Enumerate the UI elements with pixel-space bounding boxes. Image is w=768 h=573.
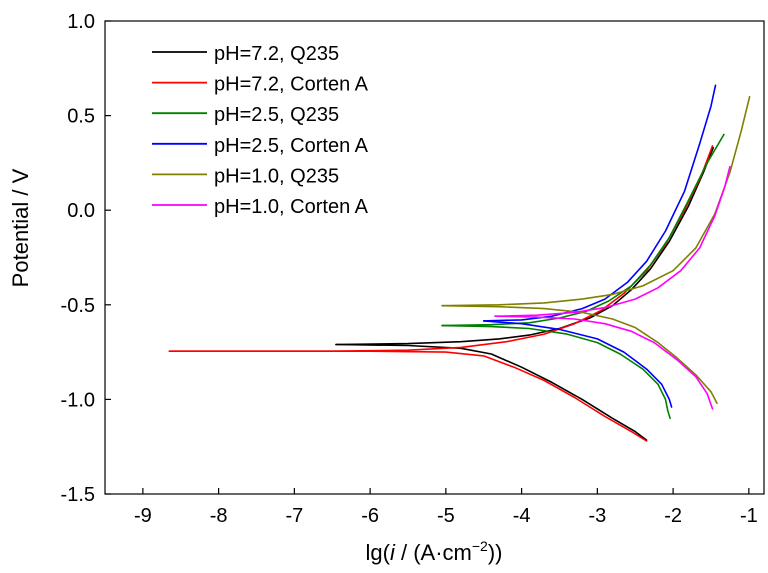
- y-tick-label: -0.5: [61, 295, 95, 317]
- legend-label-ph-1-0-q235: pH=1.0, Q235: [214, 165, 339, 187]
- y-tick-label: 0.0: [67, 200, 95, 222]
- ticks-layer: -9 -8 -7 -6 -5 -4 -3 -2 -1 1.0 0.5 0.0 -0.5 -1.0 -1.5: [61, 11, 758, 527]
- legend-label-ph-7-2-corten-a: pH=7.2, Corten A: [214, 74, 369, 96]
- y-axis-title: Potential / V: [8, 168, 33, 287]
- legend-label-ph-2-5-corten-a: pH=2.5, Corten A: [214, 135, 369, 157]
- x-tick-label: -2: [664, 505, 682, 527]
- x-tick-label: -4: [513, 505, 531, 527]
- y-tick-label: -1.0: [61, 389, 95, 411]
- x-axis-title-mid: / (A·cm: [395, 540, 472, 565]
- series-layer: [168, 84, 751, 442]
- y-tick-label: 0.5: [67, 106, 95, 128]
- plot-frame: [104, 20, 765, 495]
- series-ph-1-0-corten-a-cathodic: [494, 315, 714, 410]
- legend: pH=7.2, Q235 pH=7.2, Corten A pH=2.5, Q235…: [152, 43, 369, 218]
- series-ph-7-2-q235-anodic: [335, 147, 715, 346]
- series-ph-1-0-q235-cathodic: [441, 304, 718, 405]
- x-tick-label: -6: [361, 505, 379, 527]
- x-tick-label: -1: [740, 505, 758, 527]
- series-ph-7-2-corten-a-cathodic: [168, 350, 648, 442]
- series-ph-1-0-q235-anodic: [441, 95, 751, 307]
- legend-label-ph-7-2-q235: pH=7.2, Q235: [214, 43, 339, 65]
- y-tick-label: 1.0: [67, 11, 95, 33]
- x-axis-title-sup: −2: [472, 538, 488, 554]
- series-ph-2-5-corten-a-cathodic: [482, 320, 673, 408]
- series-ph-2-5-corten-a-anodic: [482, 84, 717, 322]
- x-tick-label: -9: [134, 505, 152, 527]
- x-axis-title-post: )): [488, 540, 503, 565]
- x-axis-title-pre: lg(: [366, 540, 391, 565]
- x-axis-title-italic: i: [390, 540, 396, 565]
- legend-label-ph-2-5-q235: pH=2.5, Q235: [214, 104, 339, 126]
- y-tick-label: -1.5: [61, 484, 95, 506]
- x-tick-label: -3: [588, 505, 606, 527]
- x-tick-label: -5: [437, 505, 455, 527]
- series-ph-7-2-q235-cathodic: [335, 343, 648, 441]
- x-tick-label: -8: [210, 505, 228, 527]
- series-ph-2-5-q235-anodic: [441, 133, 725, 327]
- legend-label-ph-1-0-corten-a: pH=1.0, Corten A: [214, 196, 369, 218]
- x-axis-title: lg(i / (A·cm−2)): [366, 538, 503, 565]
- series-ph-1-0-corten-a-anodic: [494, 165, 731, 318]
- x-tick-label: -7: [285, 505, 303, 527]
- series-ph-2-5-q235-cathodic: [441, 324, 671, 420]
